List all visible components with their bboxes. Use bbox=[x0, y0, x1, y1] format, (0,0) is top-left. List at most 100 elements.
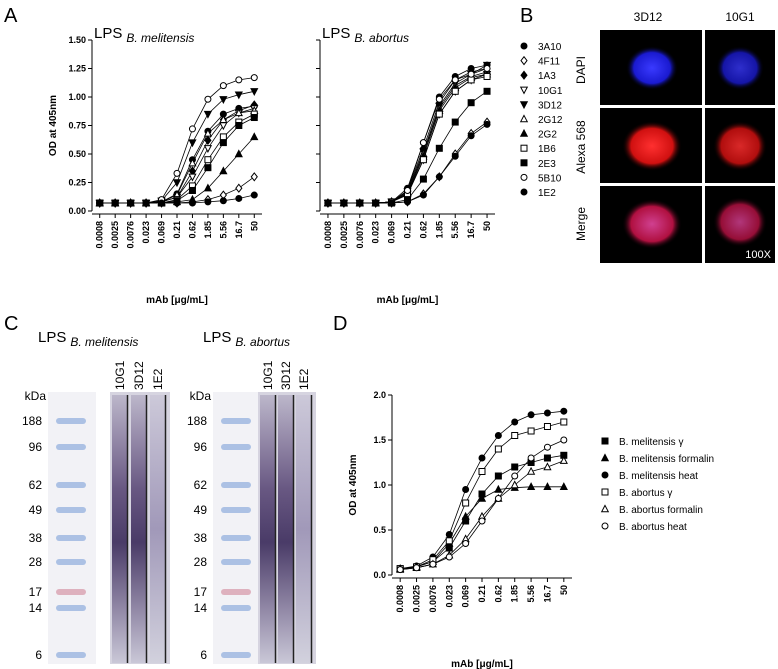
legend-label: 3D12 bbox=[538, 100, 562, 111]
data-point bbox=[396, 566, 404, 574]
legend-label: B. abortus heat bbox=[619, 522, 687, 533]
x-tick-label: 0.0008 bbox=[395, 585, 405, 613]
blot-panel: LPS B. melitensis kDa 188 96 62 49 38 28 17 14 6 10G… bbox=[22, 329, 316, 664]
chart-subtitle: B. melitensis bbox=[126, 31, 194, 45]
x-tick-label: 5.56 bbox=[450, 221, 460, 239]
legend-label: 5B10 bbox=[538, 173, 562, 184]
data-point bbox=[494, 484, 503, 493]
x-tick-label: 1.85 bbox=[203, 221, 213, 239]
x-tick-label: 0.0008 bbox=[323, 221, 333, 249]
blot-lane bbox=[260, 395, 275, 663]
data-point bbox=[467, 99, 475, 107]
ladder-band bbox=[221, 482, 251, 488]
legend-label: B. abortus formalin bbox=[619, 505, 703, 516]
x-tick-label: 0.0076 bbox=[355, 221, 365, 249]
data-point bbox=[559, 482, 568, 490]
data-point bbox=[203, 145, 213, 153]
curve bbox=[328, 68, 488, 204]
panel-label: C bbox=[4, 313, 18, 335]
data-point bbox=[219, 197, 227, 205]
ladder-band bbox=[56, 507, 86, 513]
row-label: DAPI bbox=[574, 56, 588, 84]
legend-label: B. abortus γ bbox=[619, 488, 672, 499]
data-point bbox=[235, 194, 243, 202]
unit-label: kDa bbox=[190, 389, 212, 403]
x-tick-label: 50 bbox=[559, 585, 569, 595]
data-point bbox=[462, 486, 470, 493]
x-tick-label: 5.56 bbox=[526, 585, 536, 603]
marker-label: 62 bbox=[29, 478, 43, 492]
data-point bbox=[250, 88, 259, 96]
data-point bbox=[511, 418, 519, 426]
marker-label: 188 bbox=[22, 414, 42, 428]
data-point bbox=[478, 517, 486, 525]
x-tick-label: 0.023 bbox=[444, 585, 454, 608]
legend-label: B. melitensis γ bbox=[619, 437, 683, 448]
x-tick-label: 50 bbox=[249, 221, 259, 231]
x-tick-label: 0.62 bbox=[187, 221, 197, 239]
data-point bbox=[467, 76, 475, 84]
curve bbox=[328, 71, 488, 204]
data-point bbox=[204, 95, 212, 103]
legend-marker bbox=[520, 188, 528, 196]
cell-cluster bbox=[622, 121, 682, 171]
data-point bbox=[511, 463, 519, 471]
lane-label: 10G1 bbox=[113, 360, 127, 390]
data-point bbox=[340, 199, 348, 207]
data-point bbox=[324, 199, 332, 207]
data-point bbox=[219, 122, 228, 131]
data-point bbox=[188, 125, 196, 133]
marker-label: 96 bbox=[29, 440, 43, 454]
legend-marker bbox=[601, 522, 609, 530]
data-point bbox=[445, 553, 453, 561]
legend-marker bbox=[520, 159, 528, 167]
y-tick-label: 0.75 bbox=[68, 121, 86, 131]
legend-marker bbox=[520, 70, 528, 80]
y-tick-label: 0.00 bbox=[68, 206, 86, 216]
data-point bbox=[234, 108, 243, 117]
marker-label: 49 bbox=[29, 503, 43, 517]
data-point bbox=[188, 186, 196, 194]
legend-marker bbox=[520, 42, 528, 50]
data-point bbox=[445, 537, 453, 545]
data-point bbox=[435, 110, 443, 118]
cell-cluster bbox=[622, 199, 682, 249]
legend-marker bbox=[601, 437, 609, 445]
data-point bbox=[483, 120, 491, 128]
legend-marker bbox=[519, 101, 529, 110]
data-point bbox=[543, 409, 551, 417]
data-point bbox=[188, 139, 197, 148]
lane-label: 3D12 bbox=[279, 361, 293, 390]
data-point bbox=[560, 407, 568, 415]
data-point bbox=[462, 499, 470, 507]
data-point bbox=[204, 156, 212, 164]
data-point bbox=[204, 135, 212, 146]
chart-title: LPS bbox=[322, 25, 350, 42]
data-point bbox=[203, 110, 213, 119]
data-point bbox=[435, 144, 443, 152]
x-tick-label: 0.0025 bbox=[412, 585, 422, 613]
marker-label: 38 bbox=[29, 531, 43, 545]
data-point bbox=[250, 172, 258, 182]
data-point bbox=[142, 199, 150, 207]
data-point bbox=[483, 72, 491, 80]
curve bbox=[99, 105, 255, 204]
x-axis-label: mAb [μg/mL] bbox=[451, 659, 513, 669]
x-tick-label: 5.56 bbox=[218, 221, 228, 239]
data-point bbox=[419, 191, 427, 199]
column-label: 10G1 bbox=[725, 10, 755, 24]
data-point bbox=[461, 511, 470, 520]
x-tick-label: 1.85 bbox=[510, 585, 520, 603]
marker-label: 96 bbox=[194, 440, 208, 454]
data-point bbox=[451, 87, 459, 95]
data-point bbox=[250, 74, 258, 82]
data-point bbox=[419, 175, 427, 183]
data-point bbox=[219, 166, 228, 175]
data-point bbox=[511, 432, 519, 439]
data-point bbox=[483, 87, 491, 95]
ladder-band bbox=[56, 589, 86, 595]
ladder-band bbox=[56, 559, 86, 565]
x-tick-label: 0.62 bbox=[418, 221, 428, 239]
data-point bbox=[419, 139, 427, 147]
panel-label: A bbox=[4, 5, 18, 27]
